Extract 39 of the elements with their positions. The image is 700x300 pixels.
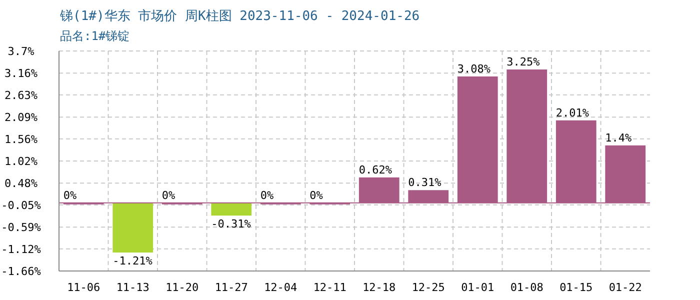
y-tick-label: -1.66% <box>1 265 42 278</box>
x-tick-label: 01-08 <box>510 281 544 294</box>
x-tick-label: 12-18 <box>362 281 396 294</box>
x-tick-label: 01-01 <box>461 281 494 294</box>
y-tick-label: 2.63% <box>4 88 38 102</box>
y-tick-label: 1.02% <box>4 155 38 168</box>
y-tick-label: 2.09% <box>4 111 38 124</box>
data-label: 3.08% <box>457 62 491 76</box>
y-tick-label: -1.12% <box>1 242 42 256</box>
y-tick-label: 0.48% <box>4 177 38 190</box>
y-tick-label: 3.16% <box>4 67 38 80</box>
x-tick-label: 12-11 <box>313 281 346 294</box>
x-tick-label: 11-06 <box>67 281 100 294</box>
data-label: 3.25% <box>506 55 540 68</box>
chart-title: 锑(1#)华东 市场价 周K柱图 2023-11-06 - 2024-01-26 <box>59 9 420 24</box>
data-label: 2.01% <box>556 106 590 120</box>
data-label: 0% <box>162 188 176 202</box>
data-label: 0% <box>310 188 324 202</box>
y-tick-label: 1.56% <box>4 132 38 146</box>
bar <box>112 202 154 253</box>
y-tick-label: 3.7% <box>8 45 35 58</box>
data-label: -0.31% <box>211 218 252 231</box>
data-label: 0% <box>63 188 78 202</box>
data-label: 1.4% <box>605 131 632 144</box>
data-label: 0.31% <box>408 176 442 190</box>
data-label: 0.62% <box>358 163 392 176</box>
bar <box>211 202 252 216</box>
x-tick-label: 11-27 <box>214 281 248 294</box>
x-tick-label: 01-22 <box>608 281 642 294</box>
chart-subtitle: 品名:1#锑锭 <box>60 29 130 43</box>
x-tick-label: 12-04 <box>264 281 298 294</box>
data-label: 0% <box>260 188 274 202</box>
y-tick-label: -0.59% <box>1 221 42 234</box>
data-label: -1.21% <box>112 254 153 268</box>
x-tick-label: 12-25 <box>412 281 445 294</box>
y-tick-label: -0.05% <box>1 198 42 212</box>
x-tick-label: 11-13 <box>116 281 150 294</box>
x-tick-label: 11-20 <box>166 281 199 294</box>
x-tick-label: 01-15 <box>560 281 593 294</box>
